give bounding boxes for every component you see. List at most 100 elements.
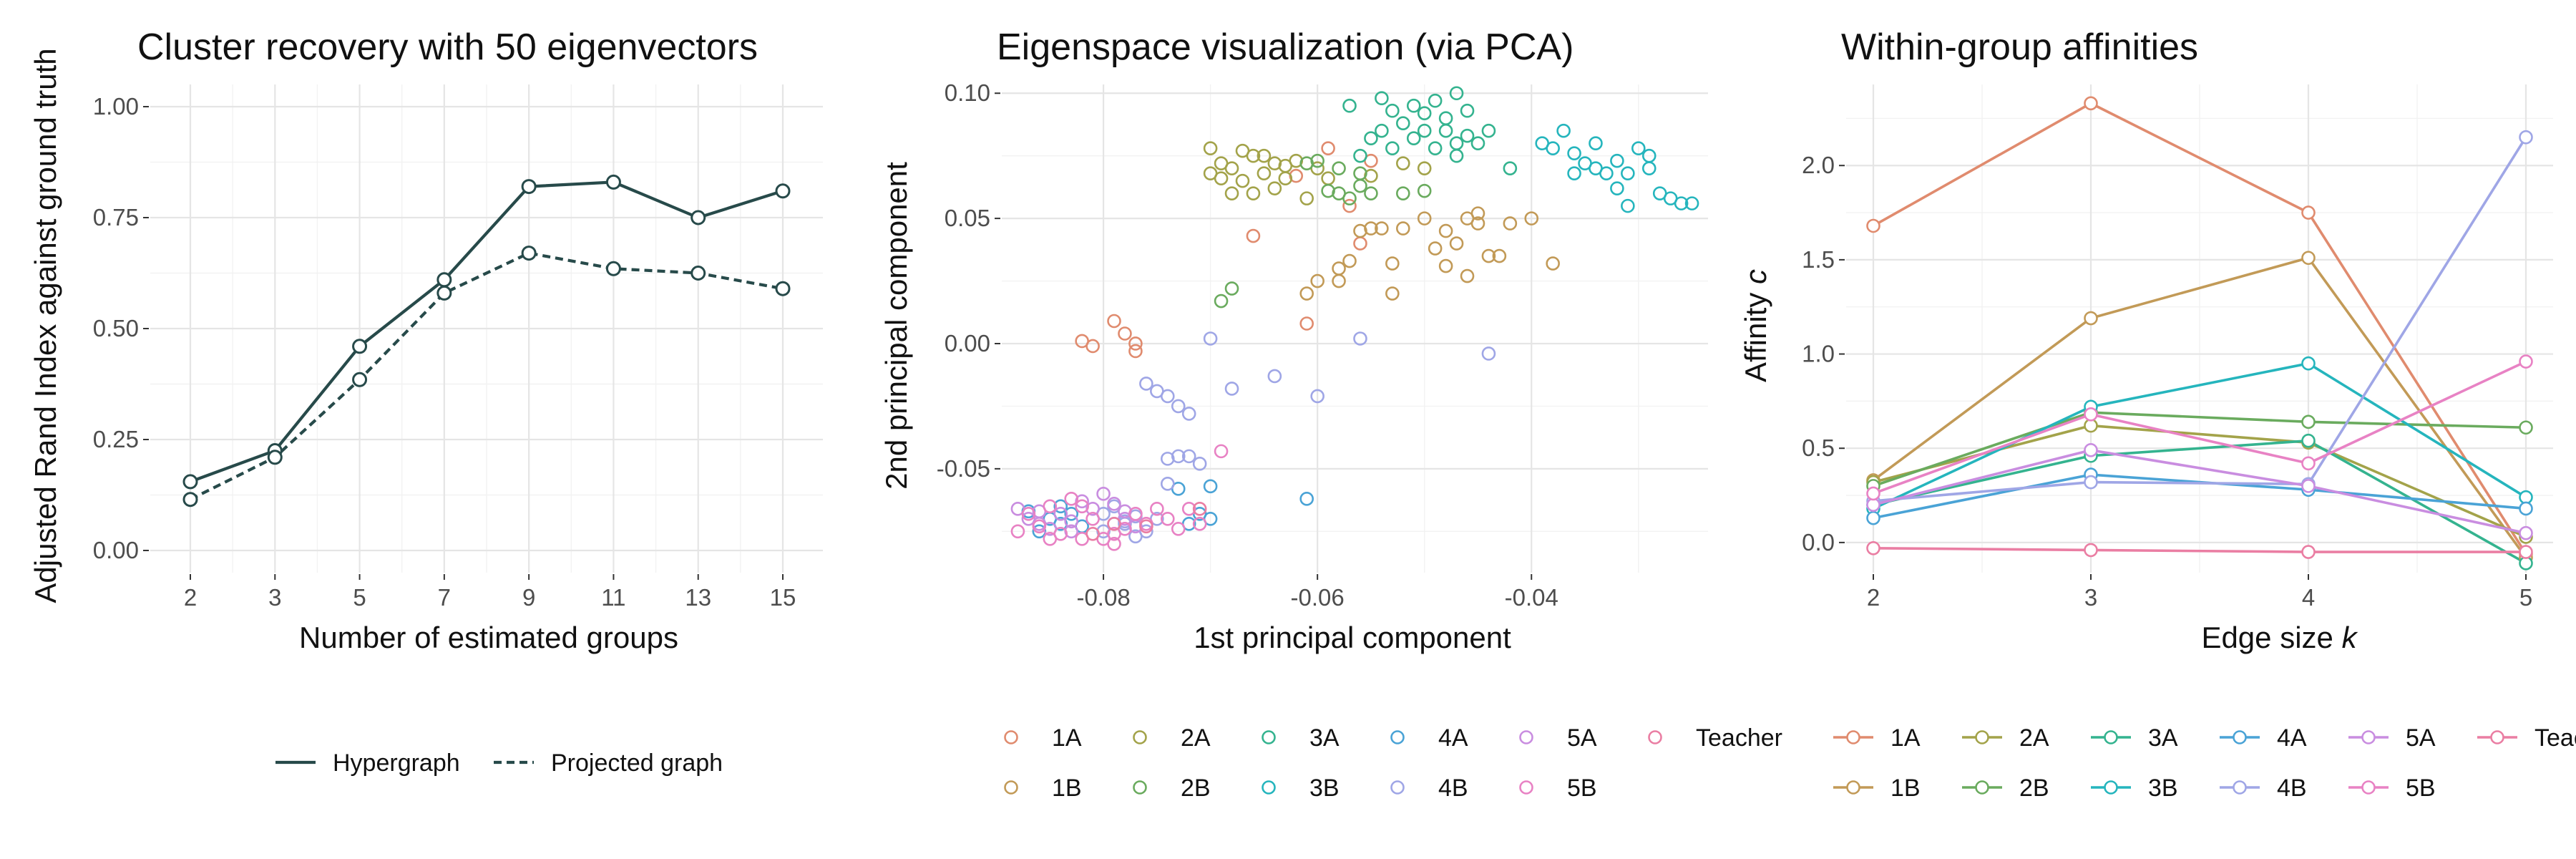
legend-label: 2B xyxy=(2019,775,2049,802)
scatter-point xyxy=(1192,457,1207,471)
y-tick-label: 0.75 xyxy=(93,204,139,230)
scatter-point xyxy=(1085,339,1100,354)
scatter-point xyxy=(1438,258,1453,273)
scatter-point xyxy=(1235,143,1250,158)
scatter-point xyxy=(1096,487,1111,501)
data-point xyxy=(436,272,452,288)
scatter-point xyxy=(1449,136,1464,150)
scatter-point xyxy=(1417,211,1432,225)
scatter-point xyxy=(1417,106,1432,121)
y-tick-label: 1.00 xyxy=(93,93,139,120)
scatter-point xyxy=(1332,261,1346,276)
scatter-point xyxy=(1321,171,1335,185)
scatter-point xyxy=(1375,91,1389,106)
data-point xyxy=(691,210,706,225)
scatter-point xyxy=(1470,216,1485,230)
legend-label: Hypergraph xyxy=(333,749,460,777)
scatter-point xyxy=(1107,314,1121,329)
data-point xyxy=(605,174,621,190)
legend-label: 2B xyxy=(1181,775,1211,802)
scatter-point xyxy=(1353,331,1367,346)
scatter-point xyxy=(1342,198,1357,213)
scatter-point xyxy=(1118,326,1132,341)
scatter-point xyxy=(1406,131,1421,145)
legend-key xyxy=(1390,730,1405,744)
scatter-point xyxy=(1128,344,1143,359)
scatter-point xyxy=(1128,336,1143,351)
legend: 1A 2A 3A 4A 5A Teacher 1B 2B 3B 4B 5B xyxy=(1004,724,1782,802)
data-point xyxy=(182,492,198,508)
x-tick-label: 7 xyxy=(438,584,451,611)
x-tick-label: 9 xyxy=(522,584,535,611)
legend-label: 5A xyxy=(2406,724,2436,752)
series-line-teachers xyxy=(1873,546,2526,553)
scatter-point xyxy=(1010,524,1025,539)
legend-label: 3A xyxy=(2148,724,2178,752)
legend-key xyxy=(1262,780,1276,795)
legend-key-point xyxy=(2233,780,2247,795)
scatter-point xyxy=(1524,211,1539,225)
scatter-point xyxy=(1257,166,1272,180)
scatter-point xyxy=(1032,519,1047,534)
legend-label: Projected graph xyxy=(551,749,723,777)
y-axis-title: Affinity c xyxy=(1739,269,1772,382)
scatter-point xyxy=(1107,526,1121,541)
x-tick-label: -0.08 xyxy=(1076,584,1130,611)
scatter-point xyxy=(1567,166,1581,180)
scatter-point xyxy=(1375,123,1389,138)
scatter-point xyxy=(1139,519,1153,534)
data-point xyxy=(2301,456,2316,471)
x-tick-labels: 2 3 4 5 xyxy=(1867,584,2532,611)
scatter-point xyxy=(1385,256,1400,271)
scatter-point xyxy=(1203,331,1218,346)
legend-key xyxy=(1648,730,1662,744)
y-tick-label: 0.10 xyxy=(945,79,990,106)
x-axis-title-main: Edge size xyxy=(2201,621,2341,654)
data-point xyxy=(2084,407,2098,422)
x-tick-labels: 2 3 5 7 9 11 13 15 xyxy=(184,584,796,611)
scatter-point xyxy=(1171,521,1186,536)
scatter-point xyxy=(1364,131,1378,145)
legend-key-point xyxy=(1846,730,1860,744)
y-tick-labels: 0.00 0.25 0.50 0.75 1.00 xyxy=(93,93,139,563)
scatter-point xyxy=(1342,98,1357,113)
chart-title: Eigenspace visualization (via PCA) xyxy=(997,26,1574,68)
scatter-point xyxy=(1438,223,1453,238)
series-line-3a xyxy=(1873,439,2527,565)
scatter-point xyxy=(1546,256,1560,271)
plot-marks xyxy=(1010,86,1699,551)
scatter-point xyxy=(1610,153,1624,168)
y-tick-label: -0.05 xyxy=(937,455,990,482)
data-point xyxy=(436,285,452,301)
data-point xyxy=(2301,251,2316,266)
scatter-point xyxy=(1684,196,1699,210)
scatter-point xyxy=(1503,161,1518,175)
grid xyxy=(143,84,823,580)
legend-label: 1B xyxy=(1890,775,1921,802)
legend: Hypergraph Projected graph xyxy=(275,749,723,777)
data-point xyxy=(2301,356,2316,371)
legend-key xyxy=(1133,730,1147,744)
data-point xyxy=(691,266,706,281)
data-point xyxy=(2301,414,2316,430)
data-point xyxy=(2301,433,2316,448)
data-point xyxy=(2301,479,2316,493)
y-tick-labels: 0.0 0.5 1.0 1.5 2.0 xyxy=(1802,152,1835,555)
scatter-point xyxy=(1321,141,1335,155)
scatter-point xyxy=(1246,186,1261,200)
scatter-point xyxy=(1224,186,1239,200)
scatter-point xyxy=(1599,166,1614,180)
series-line-1a xyxy=(1873,102,2527,555)
scatter-point xyxy=(1224,281,1239,296)
data-point xyxy=(2519,545,2533,559)
data-point xyxy=(182,474,198,490)
legend-key-point xyxy=(1975,780,1989,795)
scatter-point xyxy=(1160,512,1175,526)
legend-label: 5A xyxy=(1567,724,1597,752)
legend-label: 4B xyxy=(1438,775,1468,802)
data-point xyxy=(2084,96,2098,111)
y-tick-label: 1.5 xyxy=(1802,246,1835,273)
legend-label: Teacher xyxy=(1696,724,1782,752)
scatter-point xyxy=(1128,507,1143,521)
legend-label: 4A xyxy=(2277,724,2307,752)
